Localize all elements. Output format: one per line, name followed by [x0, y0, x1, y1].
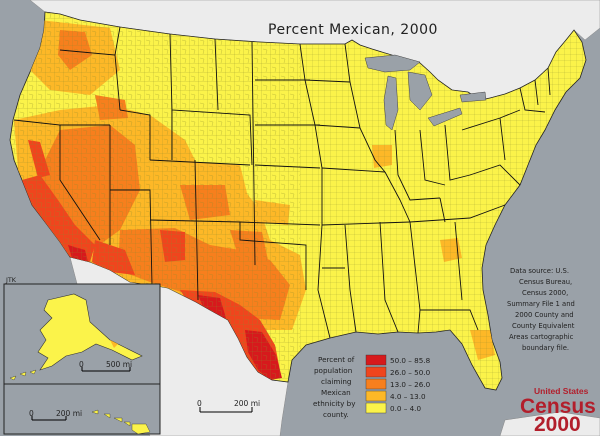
source-line-7: Areas cartographic [509, 333, 574, 341]
legend-class-label-50-86: 50.0 – 85.8 [390, 356, 431, 365]
state-boundaries [13, 26, 551, 339]
hawaii-scalebar-zero: 0 [29, 409, 34, 418]
bahamas-cuba-land [499, 411, 600, 436]
hawaii-islands [91, 409, 151, 435]
lake-ontario [459, 91, 487, 103]
legend-label-line-4: Mexican [321, 388, 351, 397]
source-line-1: Data source: U.S. [510, 267, 569, 275]
legend-class-label-0-4: 0.0 – 4.0 [390, 404, 421, 413]
legend-label-line-3: claiming [321, 377, 351, 386]
alaska-inset: 0 500 mi [3, 283, 161, 385]
legend-swatch-13-26 [365, 378, 387, 390]
logo-year: 2000 [534, 413, 581, 436]
main-scalebar-zero: 0 [197, 399, 202, 408]
source-line-4: Summary File 1 and [507, 300, 575, 308]
legend-label-line-1: Percent of [318, 355, 355, 364]
source-line-6: County Equivalent [512, 322, 575, 330]
logo-top-line: United States [534, 386, 589, 396]
census-2000-logo: United States Census 2000 [520, 386, 596, 436]
map-title: Percent Mexican, 2000 [268, 22, 438, 38]
legend: Percent of population claiming Mexican e… [313, 354, 431, 419]
lake-michigan [383, 75, 399, 131]
source-line-5: 2000 County and [515, 311, 574, 319]
legend-swatch-0-4 [365, 402, 387, 414]
map-credit: JTK [5, 276, 17, 284]
great-lakes [364, 54, 487, 131]
alaska-shape [37, 293, 143, 371]
lake-huron [407, 71, 433, 111]
alaska-scalebar-zero: 0 [79, 360, 84, 369]
alaska-panhandle-orange [110, 340, 118, 348]
legend-swatch-26-50 [365, 366, 387, 378]
lake-superior [364, 54, 421, 73]
legend-class-label-26-50: 26.0 – 50.0 [390, 368, 431, 377]
lake-erie [427, 107, 463, 127]
logo-census: Census [520, 395, 596, 418]
legend-swatch-4-13 [365, 390, 387, 402]
legend-label-line-5: ethnicity by [313, 399, 356, 408]
hawaii-scalebar-value: 200 mi [56, 409, 82, 418]
data-source-note: Data source: U.S. Census Bureau, Census … [507, 267, 575, 352]
alaska-scalebar-value: 500 mi [106, 360, 132, 369]
aleutian-islands [9, 369, 37, 381]
main-scalebar: 0 200 mi [197, 399, 260, 413]
main-scalebar-value: 200 mi [234, 399, 260, 408]
legend-label-line-6: county. [323, 410, 349, 419]
legend-swatch-50-86 [365, 354, 387, 366]
source-line-3: Census 2000, [522, 289, 568, 297]
legend-class-label-4-13: 4.0 – 13.0 [390, 392, 426, 401]
source-line-8: boundary file. [522, 344, 569, 352]
source-line-2: Census Bureau, [519, 278, 572, 286]
legend-class-label-13-26: 13.0 – 26.0 [390, 380, 431, 389]
legend-label-line-2: population [314, 366, 352, 375]
hawaii-inset: 0 200 mi [3, 383, 161, 435]
